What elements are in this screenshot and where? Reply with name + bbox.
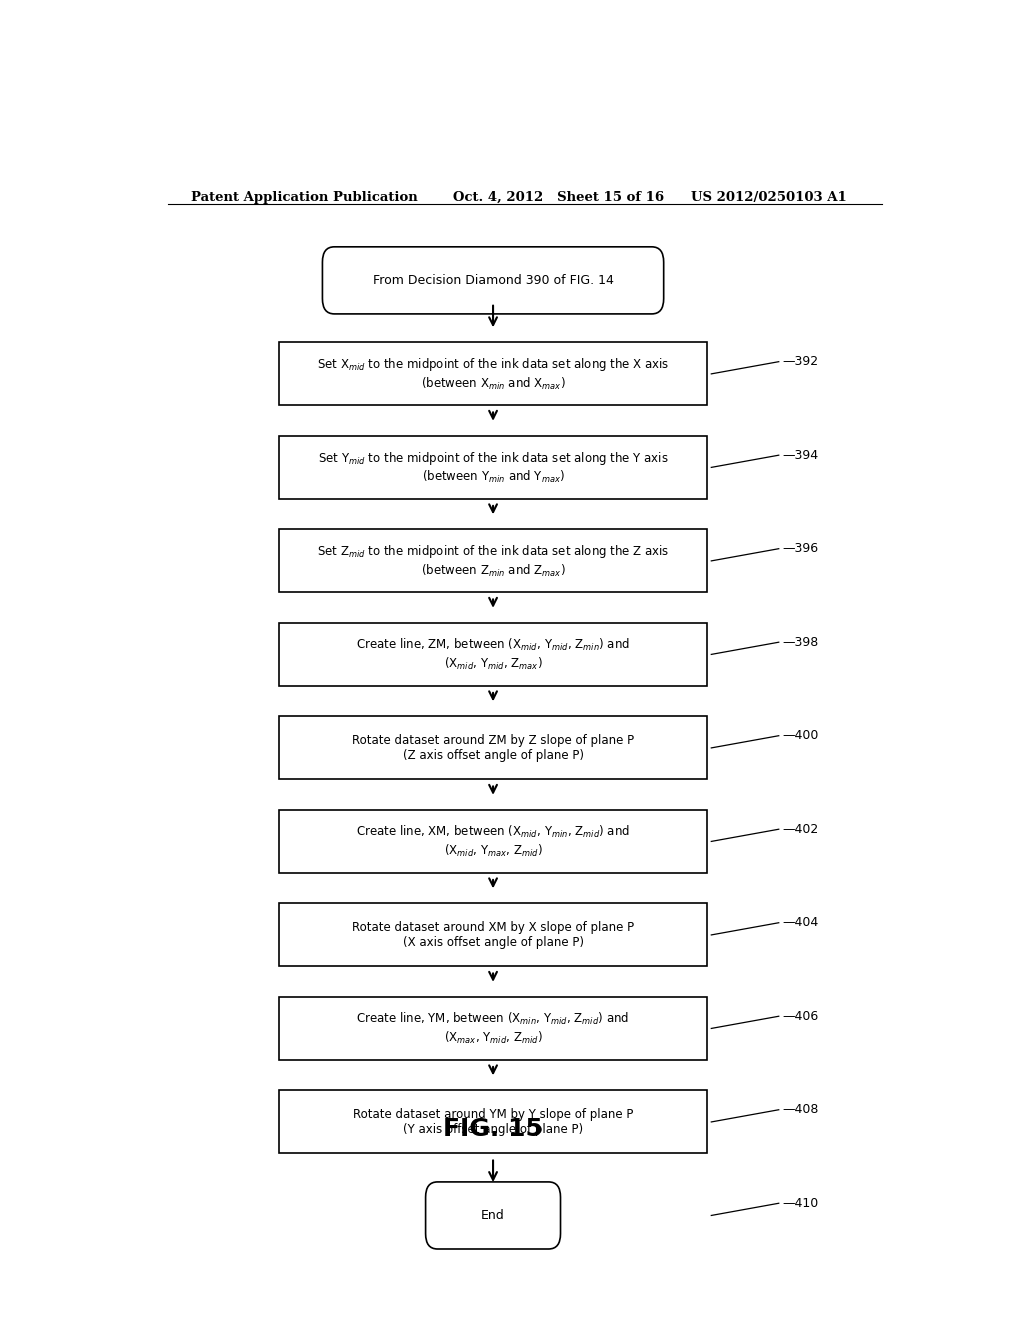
Text: —392: —392: [782, 355, 819, 368]
Text: —402: —402: [782, 822, 819, 836]
Text: Create line, XM, between (X$_{mid}$, Y$_{min}$, Z$_{mid}$) and
(X$_{mid}$, Y$_{m: Create line, XM, between (X$_{mid}$, Y$_…: [356, 824, 630, 859]
Text: Create line, ZM, between (X$_{mid}$, Y$_{mid}$, Z$_{min}$) and
(X$_{mid}$, Y$_{m: Create line, ZM, between (X$_{mid}$, Y$_…: [356, 638, 630, 672]
Text: —406: —406: [782, 1010, 819, 1023]
Text: —398: —398: [782, 636, 819, 648]
Text: Rotate dataset around ZM by Z slope of plane P
(Z axis offset angle of plane P): Rotate dataset around ZM by Z slope of p…: [352, 734, 634, 762]
FancyBboxPatch shape: [426, 1181, 560, 1249]
Text: Set X$_{mid}$ to the midpoint of the ink data set along the X axis
(between X$_{: Set X$_{mid}$ to the midpoint of the ink…: [316, 356, 670, 392]
Text: From Decision Diamond 390 of FIG. 14: From Decision Diamond 390 of FIG. 14: [373, 273, 613, 286]
Text: Set Z$_{mid}$ to the midpoint of the ink data set along the Z axis
(between Z$_{: Set Z$_{mid}$ to the midpoint of the ink…: [316, 543, 670, 578]
Bar: [279, 903, 708, 966]
FancyBboxPatch shape: [323, 247, 664, 314]
Text: End: End: [481, 1209, 505, 1222]
Bar: [279, 997, 708, 1060]
Bar: [279, 436, 708, 499]
Text: —396: —396: [782, 543, 819, 556]
Text: —394: —394: [782, 449, 819, 462]
Bar: [279, 342, 708, 405]
Text: US 2012/0250103 A1: US 2012/0250103 A1: [691, 191, 847, 203]
Text: —408: —408: [782, 1104, 819, 1117]
Text: FIG. 15: FIG. 15: [443, 1117, 543, 1140]
Text: Rotate dataset around XM by X slope of plane P
(X axis offset angle of plane P): Rotate dataset around XM by X slope of p…: [352, 921, 634, 949]
Text: Patent Application Publication: Patent Application Publication: [191, 191, 418, 203]
Text: Create line, YM, between (X$_{min}$, Y$_{mid}$, Z$_{mid}$) and
(X$_{max}$, Y$_{m: Create line, YM, between (X$_{min}$, Y$_…: [356, 1011, 630, 1045]
Bar: [279, 529, 708, 593]
Text: Set Y$_{mid}$ to the midpoint of the ink data set along the Y axis
(between Y$_{: Set Y$_{mid}$ to the midpoint of the ink…: [317, 450, 669, 486]
Bar: [279, 1090, 708, 1154]
Text: —410: —410: [782, 1197, 819, 1209]
Text: —404: —404: [782, 916, 819, 929]
Bar: [279, 717, 708, 779]
Text: Rotate dataset around YM by Y slope of plane P
(Y axis offset angle of plane P): Rotate dataset around YM by Y slope of p…: [353, 1107, 633, 1137]
Bar: [279, 810, 708, 873]
Text: —400: —400: [782, 729, 819, 742]
Text: Oct. 4, 2012   Sheet 15 of 16: Oct. 4, 2012 Sheet 15 of 16: [454, 191, 665, 203]
Bar: [279, 623, 708, 686]
